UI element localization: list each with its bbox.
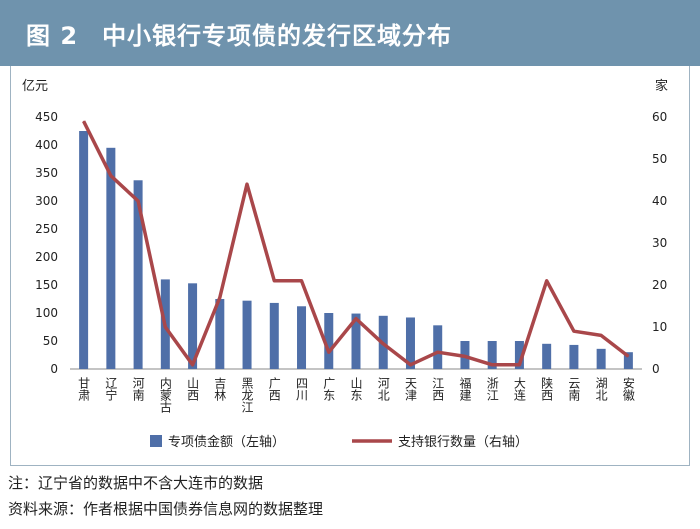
bar xyxy=(188,283,198,369)
right-tick-label: 20 xyxy=(652,278,667,292)
left-tick-label: 400 xyxy=(35,138,58,152)
category-label: 山东 xyxy=(349,377,363,401)
category-label: 山西 xyxy=(186,377,200,401)
line-point xyxy=(83,120,85,122)
bar xyxy=(433,325,443,369)
line-point xyxy=(518,364,520,366)
bar xyxy=(133,180,143,369)
bar xyxy=(405,317,415,369)
category-label: 河北 xyxy=(376,377,390,402)
category-label: 安徽 xyxy=(621,376,635,401)
line-point xyxy=(464,355,466,357)
figure-title-bar: 图 2 中小银行专项债的发行区域分布 xyxy=(0,0,700,66)
right-tick-label: 30 xyxy=(652,236,667,250)
line-point xyxy=(164,326,166,328)
category-label: 广西 xyxy=(267,377,281,401)
bar xyxy=(324,313,334,369)
legend-bar-swatch xyxy=(150,435,162,447)
footnote: 注：辽宁省的数据中不含大连市的数据 xyxy=(8,474,264,492)
line-point xyxy=(219,297,221,299)
line-point xyxy=(246,183,248,185)
right-tick-label: 10 xyxy=(652,320,667,334)
bar xyxy=(623,352,633,369)
bar xyxy=(269,302,279,369)
bar xyxy=(215,299,225,369)
line-point xyxy=(600,334,602,336)
line-point xyxy=(437,351,439,353)
bar xyxy=(542,343,552,369)
left-tick-label: 50 xyxy=(43,334,58,348)
left-tick-label: 100 xyxy=(35,306,58,320)
bar xyxy=(569,344,579,369)
bar xyxy=(487,341,497,369)
left-tick-label: 150 xyxy=(35,278,58,292)
category-label: 河南 xyxy=(131,377,145,401)
line-point xyxy=(273,280,275,282)
right-tick-label: 50 xyxy=(652,152,667,166)
chart-frame xyxy=(10,66,690,466)
line-point xyxy=(192,364,194,366)
left-tick-label: 350 xyxy=(35,166,58,180)
legend-bar-label: 专项债金额（左轴） xyxy=(168,434,285,450)
category-label: 大连 xyxy=(512,377,526,402)
right-axis-unit: 家 xyxy=(655,78,668,94)
line-point xyxy=(491,364,493,366)
line-point xyxy=(137,200,139,202)
right-tick-label: 0 xyxy=(652,362,660,376)
left-tick-label: 450 xyxy=(35,110,58,124)
line-point xyxy=(355,318,357,320)
bar xyxy=(79,131,89,369)
line-point xyxy=(301,280,303,282)
category-label: 吉林 xyxy=(213,377,227,401)
left-tick-label: 250 xyxy=(35,222,58,236)
right-tick-label: 40 xyxy=(652,194,667,208)
figure-number: 图 2 xyxy=(26,21,79,50)
bar xyxy=(514,341,524,369)
legend-line-label: 支持银行数量（右轴） xyxy=(398,435,528,450)
line-point xyxy=(382,343,384,345)
category-label: 四川 xyxy=(295,377,309,401)
bar xyxy=(351,313,361,369)
category-label: 甘肃 xyxy=(77,377,91,402)
left-axis-unit: 亿元 xyxy=(22,79,48,94)
left-tick-label: 200 xyxy=(35,250,58,264)
line-point xyxy=(110,175,112,177)
line-point xyxy=(409,364,411,366)
category-label: 陕西 xyxy=(540,376,554,401)
bar xyxy=(596,348,606,369)
figure-title: 中小银行专项债的发行区域分布 xyxy=(102,21,453,50)
bar xyxy=(106,147,116,369)
line-point xyxy=(573,330,575,332)
bar xyxy=(242,300,252,369)
category-label: 浙江 xyxy=(485,377,499,401)
category-label: 江西 xyxy=(431,377,445,401)
category-label: 湖北 xyxy=(594,376,608,402)
left-tick-label: 0 xyxy=(50,362,58,376)
category-label: 广东 xyxy=(322,377,336,401)
category-label: 辽宁 xyxy=(104,377,118,401)
chart: 亿元 家 0 50 100 150 200 250 300 350 400 450 0 10 20 30 40 5… xyxy=(22,78,668,450)
left-tick-label: 300 xyxy=(35,194,58,208)
line-point xyxy=(546,280,548,282)
category-label: 天津 xyxy=(403,377,417,401)
category-label: 内蒙古 xyxy=(158,377,172,413)
category-label: 云南 xyxy=(567,377,581,401)
right-tick-label: 60 xyxy=(652,110,667,124)
category-label: 黑龙江 xyxy=(240,377,254,413)
bar xyxy=(297,306,307,369)
line-point xyxy=(328,351,330,353)
source-note: 资料来源：作者根据中国债券信息网的数据整理 xyxy=(8,500,324,518)
line-point xyxy=(627,355,629,357)
category-label: 福建 xyxy=(458,376,472,402)
